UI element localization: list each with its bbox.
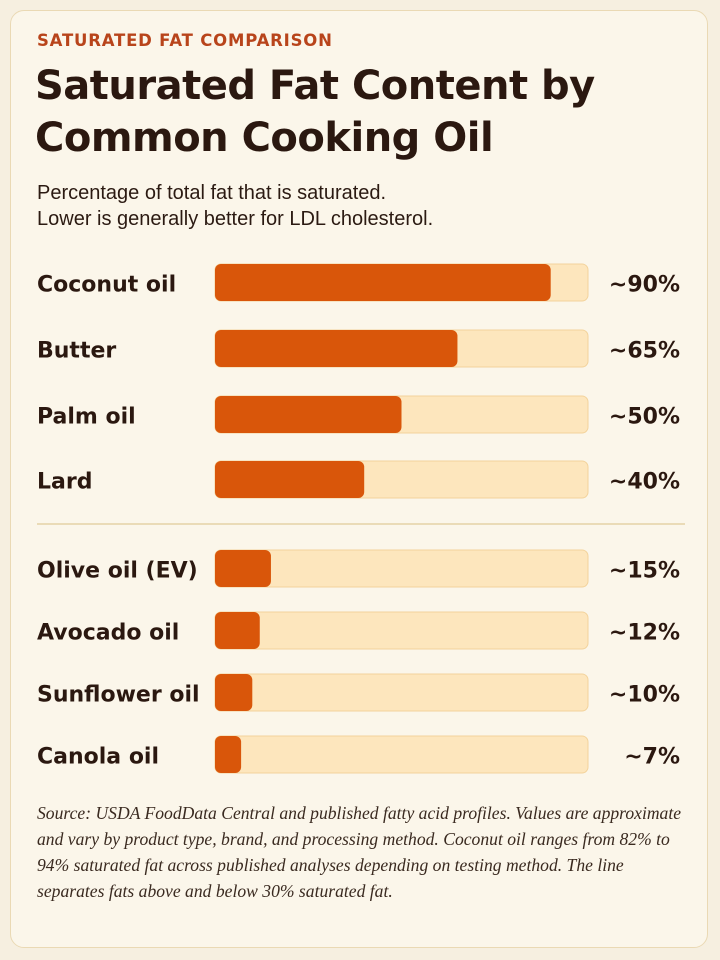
category-label: Palm oil bbox=[37, 405, 136, 430]
source-note: Source: USDA FoodData Central and publis… bbox=[37, 803, 682, 901]
value-label: ~10% bbox=[609, 683, 680, 708]
category-label: Olive oil (EV) bbox=[37, 559, 198, 584]
category-label: Sunflower oil bbox=[37, 683, 200, 708]
category-label: Canola oil bbox=[37, 745, 159, 770]
bar-track bbox=[214, 735, 589, 774]
eyebrow-label: SATURATED FAT COMPARISON bbox=[37, 31, 333, 50]
bar bbox=[215, 550, 271, 587]
value-label: ~7% bbox=[624, 745, 680, 770]
bar bbox=[215, 461, 365, 498]
value-label: ~50% bbox=[609, 405, 680, 430]
bar-track bbox=[214, 611, 589, 650]
value-label: ~40% bbox=[609, 470, 680, 495]
chart-subtitle: Percentage of total fat that is saturate… bbox=[37, 180, 677, 232]
bar bbox=[215, 736, 242, 773]
category-label: Coconut oil bbox=[37, 273, 176, 298]
subtitle-line-1: Percentage of total fat that is saturate… bbox=[37, 182, 387, 204]
bar bbox=[215, 330, 458, 367]
bar bbox=[215, 612, 260, 649]
value-label: ~90% bbox=[609, 273, 680, 298]
category-label: Avocado oil bbox=[37, 621, 179, 646]
category-label: Lard bbox=[37, 470, 92, 495]
value-label: ~15% bbox=[609, 559, 680, 584]
value-label: ~65% bbox=[609, 339, 680, 364]
bar-track bbox=[214, 673, 589, 712]
bar bbox=[215, 396, 402, 433]
value-label: ~12% bbox=[609, 621, 680, 646]
bar bbox=[215, 674, 253, 711]
subtitle-line-2: Lower is generally better for LDL choles… bbox=[37, 208, 434, 230]
chart-title: Saturated Fat Content by Common Cooking … bbox=[35, 63, 595, 161]
bar bbox=[215, 264, 551, 301]
category-label: Butter bbox=[37, 339, 116, 364]
